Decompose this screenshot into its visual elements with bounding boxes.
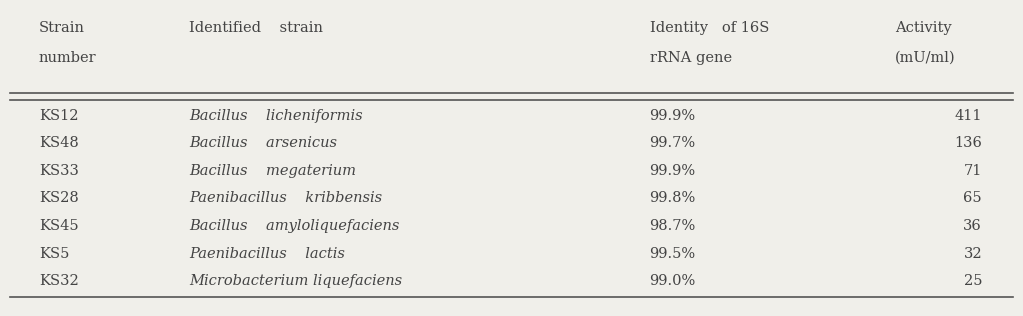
Text: Paenibacillus    lactis: Paenibacillus lactis	[189, 247, 345, 261]
Text: Identified    strain: Identified strain	[189, 21, 323, 35]
Text: KS32: KS32	[39, 274, 79, 288]
Text: KS12: KS12	[39, 109, 79, 123]
Text: 65: 65	[964, 191, 982, 205]
Text: KS33: KS33	[39, 164, 79, 178]
Text: Identity   of 16S: Identity of 16S	[650, 21, 769, 35]
Text: Microbacterium liquefaciens: Microbacterium liquefaciens	[189, 274, 402, 288]
Text: Bacillus    amyloliquefaciens: Bacillus amyloliquefaciens	[189, 219, 400, 233]
Text: (mU/ml): (mU/ml)	[895, 51, 955, 65]
Text: 32: 32	[964, 247, 982, 261]
Text: 136: 136	[954, 137, 982, 150]
Text: 99.8%: 99.8%	[650, 191, 696, 205]
Text: KS5: KS5	[39, 247, 70, 261]
Text: 99.9%: 99.9%	[650, 164, 696, 178]
Text: KS45: KS45	[39, 219, 79, 233]
Text: Paenibacillus    kribbensis: Paenibacillus kribbensis	[189, 191, 383, 205]
Text: Strain: Strain	[39, 21, 85, 35]
Text: 411: 411	[954, 109, 982, 123]
Text: 36: 36	[964, 219, 982, 233]
Text: number: number	[39, 51, 96, 65]
Text: 98.7%: 98.7%	[650, 219, 696, 233]
Text: Bacillus    megaterium: Bacillus megaterium	[189, 164, 356, 178]
Text: KS48: KS48	[39, 137, 79, 150]
Text: KS28: KS28	[39, 191, 79, 205]
Text: 25: 25	[964, 274, 982, 288]
Text: Bacillus    licheniformis: Bacillus licheniformis	[189, 109, 363, 123]
Text: Bacillus    arsenicus: Bacillus arsenicus	[189, 137, 338, 150]
Text: 99.0%: 99.0%	[650, 274, 696, 288]
Text: Activity: Activity	[895, 21, 951, 35]
Text: rRNA gene: rRNA gene	[650, 51, 731, 65]
Text: 99.5%: 99.5%	[650, 247, 696, 261]
Text: 99.9%: 99.9%	[650, 109, 696, 123]
Text: 99.7%: 99.7%	[650, 137, 696, 150]
Text: 71: 71	[964, 164, 982, 178]
